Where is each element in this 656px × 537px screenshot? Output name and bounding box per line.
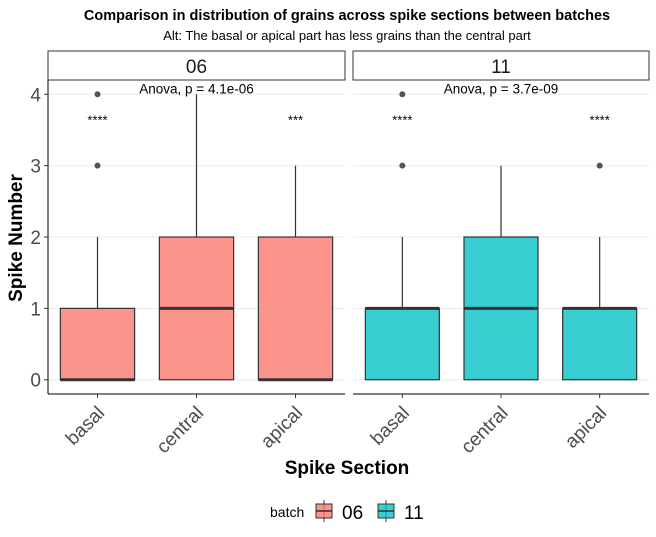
x-tick-label: basal <box>62 403 109 450</box>
box-06-basal: **** <box>59 91 136 382</box>
facet-strip <box>352 50 650 81</box>
y-tick-label: 1 <box>30 299 41 320</box>
legend-item-06: 06 <box>315 500 363 524</box>
box-body <box>257 236 334 381</box>
chart-subtitle: Alt: The basal or apical part has less g… <box>163 28 531 43</box>
box-11-apical: **** <box>562 113 638 381</box>
box-11-basal: **** <box>364 91 440 381</box>
signif-label: **** <box>392 113 412 128</box>
signif-label: **** <box>590 113 610 128</box>
facet-panel-06: 06 **** basal central *** apical Anova, p = 4.… <box>47 50 346 458</box>
anova-annotation: Anova, p = 4.1e-06 <box>139 81 253 96</box>
y-tick-label: 3 <box>30 157 41 178</box>
box-outlier <box>596 162 603 169</box>
facet-strip-label: 06 <box>186 57 207 78</box>
y-axis: 0 1 2 3 4 <box>30 80 49 394</box>
facet-panels: 06 **** basal central *** apical Anova, p = 4.… <box>47 50 650 458</box>
x-tick-label: basal <box>367 403 414 450</box>
box-body <box>59 307 136 381</box>
box-outlier <box>94 162 101 169</box>
anova-annotation: Anova, p = 3.7e-09 <box>444 81 558 96</box>
box-outlier <box>399 162 406 169</box>
legend-item-11: 11 <box>377 500 424 524</box>
facet-panel-11: 11 **** basal central **** apical Anova, p = 3… <box>352 50 650 458</box>
y-tick-label: 0 <box>30 371 41 392</box>
box-06-central <box>158 94 235 381</box>
x-tick-label: central <box>153 403 208 458</box>
facet-strip <box>47 50 346 81</box>
box-outlier <box>94 91 101 98</box>
y-tick-label: 2 <box>30 228 41 249</box>
signif-label: **** <box>87 113 107 128</box>
facet-strip-label: 11 <box>491 57 511 78</box>
legend-title: batch <box>270 504 304 520</box>
box-outlier <box>399 91 406 98</box>
x-tick-label: apical <box>257 403 307 453</box>
legend-label: 11 <box>404 503 424 524</box>
chart-title: Comparison in distribution of grains acr… <box>84 8 610 24</box>
legend-label: 06 <box>342 503 363 524</box>
legend: batch 06 11 <box>270 500 424 524</box>
box-body <box>562 307 638 381</box>
box-11-central <box>463 165 539 381</box>
x-axis-title: Spike Section <box>285 458 410 479</box>
y-axis-title: Spike Number <box>6 174 27 302</box>
y-tick-label: 4 <box>30 85 41 106</box>
signif-label: *** <box>288 113 303 128</box>
box-06-apical: *** <box>257 113 334 382</box>
x-tick-label: apical <box>561 403 611 453</box>
x-tick-label: central <box>457 403 512 458</box>
box-body <box>364 307 440 381</box>
